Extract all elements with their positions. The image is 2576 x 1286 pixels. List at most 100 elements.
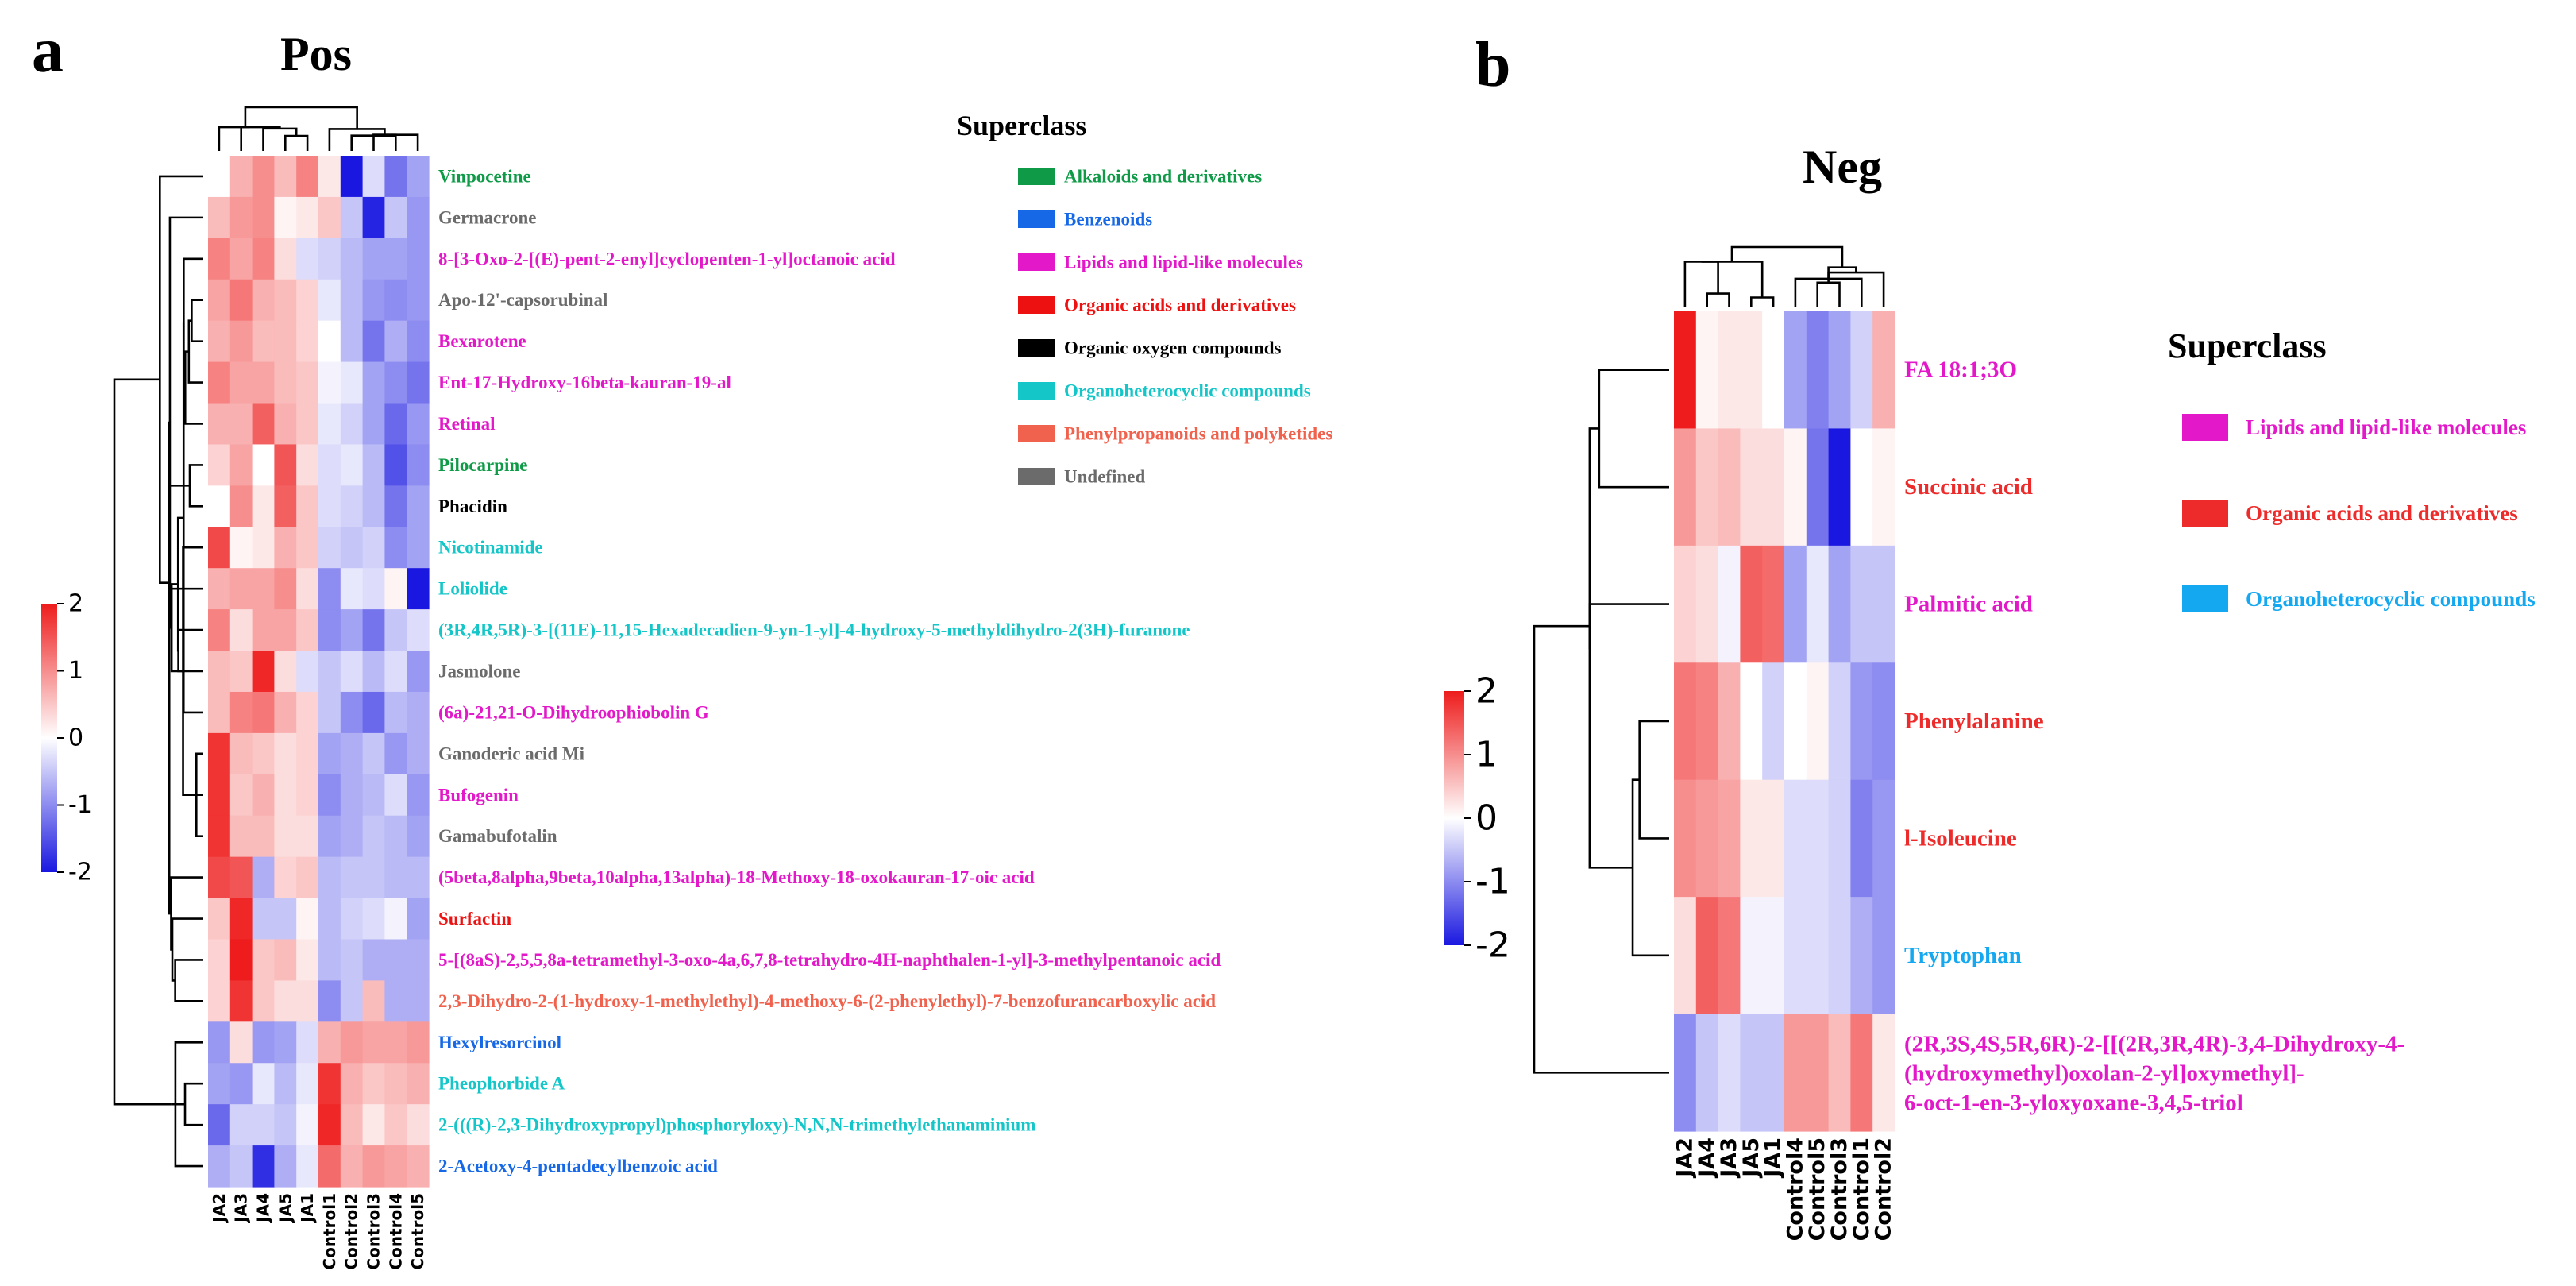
dendrogram-branch: [188, 464, 203, 508]
heatmap-cell: [340, 898, 364, 940]
heatmap-cell: [1740, 662, 1763, 781]
legend-label: Undefined: [1064, 467, 1145, 487]
heatmap-cell: [318, 279, 341, 322]
heatmap-cell: [1806, 897, 1830, 1015]
heatmap-cell: [340, 609, 364, 651]
heatmap-cell: [208, 856, 231, 899]
legend-label: Lipids and lipid-like molecules: [1064, 253, 1303, 272]
heatmap-cell: [1740, 428, 1763, 546]
heatmap-cell: [274, 196, 297, 239]
legend-swatch: [1018, 468, 1055, 485]
heatmap-cell: [1828, 779, 1851, 898]
column-label: JA5: [1739, 1137, 1764, 1179]
column-label: JA5: [276, 1193, 295, 1224]
heatmap-cell: [274, 856, 297, 899]
dendrogram-branch: [328, 128, 386, 151]
heatmap-cell: [274, 691, 297, 734]
heatmap-cell: [340, 980, 364, 1022]
heatmap-cell: [229, 815, 253, 858]
legend-swatch: [2182, 585, 2228, 612]
heatmap-cell: [1872, 311, 1895, 430]
panel-label-a: a: [32, 16, 64, 86]
legend-swatch: [2182, 500, 2228, 527]
heatmap-cell: [229, 732, 253, 775]
heatmap-cell: [274, 156, 297, 198]
heatmap-cell: [1828, 897, 1851, 1015]
heatmap-cell: [274, 1145, 297, 1188]
heatmap-cell: [1740, 1014, 1763, 1132]
heatmap-cell: [252, 238, 275, 280]
dendrogram-branch: [244, 106, 358, 129]
colorbar-tick-label: 0: [1475, 798, 1498, 839]
row-label: Bexarotene: [438, 331, 526, 351]
heatmap-cell: [340, 568, 364, 610]
heatmap-cell: [229, 1021, 253, 1064]
heatmap-cell: [208, 403, 231, 446]
heatmap-cell: [274, 527, 297, 569]
heatmap-cell: [296, 980, 319, 1022]
heatmap-cell: [274, 238, 297, 280]
heatmap-cell: [229, 444, 253, 486]
heatmap-cell: [274, 320, 297, 363]
column-label: JA1: [298, 1193, 317, 1224]
heatmap-cell: [318, 403, 341, 446]
heatmap-cell: [252, 568, 275, 610]
heatmap-cell: [362, 279, 385, 322]
heatmap-cell: [208, 1104, 231, 1146]
heatmap-cell: [274, 1021, 297, 1064]
dendrogram-branch: [1750, 296, 1775, 307]
heatmap-cell: [340, 527, 364, 569]
dendrogram-branch: [191, 299, 203, 342]
column-label: JA1: [1761, 1137, 1786, 1179]
heatmap-cell: [274, 361, 297, 404]
dendrogram-branch: [1598, 369, 1669, 489]
heatmap-cell: [1762, 662, 1785, 781]
legend-swatch: [1018, 425, 1055, 442]
colorbar-tick-label: 1: [68, 657, 83, 685]
heatmap-cell: [208, 238, 231, 280]
dendrogram-branch: [240, 126, 251, 151]
heatmap-cell: [1695, 428, 1719, 546]
heatmap-cell: [296, 774, 319, 817]
heatmap-cell: [208, 609, 231, 651]
heatmap-cell: [407, 609, 430, 651]
heatmap-cell: [362, 320, 385, 363]
heatmap-cell: [296, 1063, 319, 1105]
heatmap-cell: [318, 485, 341, 527]
heatmap-cell: [208, 1021, 231, 1064]
row-label: Loliolide: [438, 579, 507, 599]
heatmap-cell: [318, 238, 341, 280]
heatmap-cell: [208, 156, 231, 198]
colorbar-tick-label: -1: [68, 791, 92, 819]
heatmap-cell: [318, 156, 341, 198]
heatmap-cell: [229, 939, 253, 981]
heatmap-cell: [208, 980, 231, 1022]
heatmap-cell: [362, 361, 385, 404]
legend-swatch: [1018, 253, 1055, 271]
heatmap-cell: [318, 1104, 341, 1146]
heatmap-cell: [1740, 545, 1763, 663]
heatmap-cell: [229, 485, 253, 527]
heatmap-cell: [362, 403, 385, 446]
heatmap-cell: [1828, 428, 1851, 546]
heatmap-cell: [384, 939, 407, 981]
heatmap-cell: [229, 527, 253, 569]
heatmap-cell: [1784, 428, 1807, 546]
row-label: Jasmolone: [438, 662, 521, 682]
heatmap-cell: [1674, 545, 1697, 663]
heatmap-cell: [1806, 779, 1830, 898]
heatmap-cell: [296, 732, 319, 775]
heatmap-cell: [318, 320, 341, 363]
column-label: Control1: [320, 1193, 339, 1270]
row-label: 2-Acetoxy-4-pentadecylbenzoic acid: [438, 1157, 718, 1176]
colorbar: [41, 604, 57, 872]
heatmap-cell: [1828, 662, 1851, 781]
heatmap-cell: [362, 651, 385, 693]
column-label: Control3: [1827, 1137, 1852, 1241]
heatmap-cell: [340, 361, 364, 404]
heatmap-cell: [362, 856, 385, 899]
heatmap-cell: [229, 568, 253, 610]
heatmap-cell: [296, 1021, 319, 1064]
legend-label: Phenylpropanoids and polyketides: [1064, 424, 1332, 444]
heatmap-cell: [296, 1104, 319, 1146]
